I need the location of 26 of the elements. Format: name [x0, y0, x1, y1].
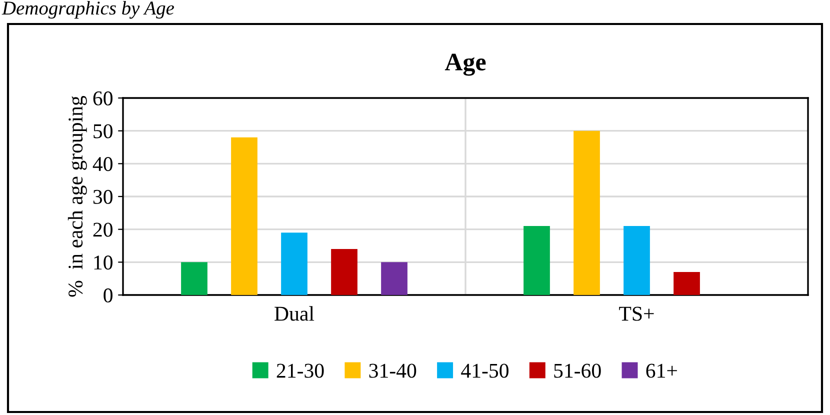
y-tick-label: 20 [93, 222, 112, 237]
y-tick-label: 30 [93, 190, 112, 204]
y-tick-label: 0 [104, 288, 112, 302]
legend-label: 51-60 [554, 364, 601, 378]
bar [624, 226, 650, 295]
bar [524, 226, 550, 295]
x-tick-label: TS+ [619, 306, 654, 321]
legend-label: 61+ [646, 364, 677, 378]
y-tick-label: 60 [93, 91, 112, 106]
legend-label: 31-40 [369, 364, 416, 378]
bar [381, 262, 408, 295]
x-tick-label: Dual [274, 306, 314, 321]
legend-label: 41-50 [461, 364, 508, 378]
y-tick-label: 50 [94, 124, 112, 138]
chart-title: Age [444, 54, 486, 76]
y-tick-label: 40 [92, 157, 112, 172]
legend-label: 21-30 [276, 364, 324, 378]
bar [281, 232, 308, 295]
text: Demographics by Age [2, 1, 174, 19]
bar [181, 262, 208, 295]
bar [231, 137, 258, 295]
bar [674, 272, 700, 295]
bar [574, 130, 600, 295]
y-tick-label: 10 [94, 256, 112, 270]
bar [331, 249, 358, 295]
y-axis-title: % in each age grouping [68, 96, 87, 297]
